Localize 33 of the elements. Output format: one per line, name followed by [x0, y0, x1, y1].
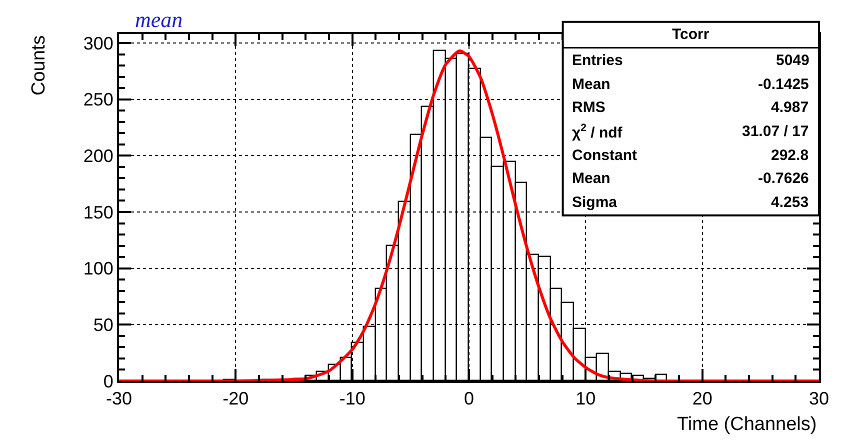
y-tick-label: 250 [83, 90, 114, 110]
y-axis-title: Counts [28, 35, 50, 96]
annotation: 292.8 [771, 147, 809, 164]
x-tick-label: -30 [106, 388, 132, 409]
annotation: 4.253 [771, 194, 809, 211]
annotation: 31.07 / 17 [742, 123, 809, 140]
y-tick-label: 50 [93, 314, 114, 335]
x-tick-label: -20 [222, 388, 249, 409]
annotation: 5049 [776, 52, 810, 69]
x-tick-label: 0 [464, 388, 474, 409]
x-tick-label: -10 [339, 388, 366, 409]
annotation: Tcorr [672, 26, 710, 43]
y-tick-label: 300 [83, 33, 114, 54]
y-tick-label: 0 [103, 371, 114, 392]
annotation: -0.1425 [758, 76, 809, 93]
annotation: Entries [572, 52, 623, 69]
x-tick-label: 10 [576, 388, 596, 409]
line-series [119, 49, 819, 381]
text: mean [135, 7, 183, 32]
annotation: RMS [572, 99, 606, 116]
annotation: Mean [572, 170, 610, 187]
x-tick-label: 30 [808, 388, 830, 409]
annotation: Constant [572, 147, 637, 164]
annotation: χ$^{2}$ / ndf [572, 122, 624, 142]
y-tick-label: 100 [83, 258, 114, 279]
annotation: Mean [572, 76, 610, 93]
annotation: Sigma [572, 194, 618, 211]
y-tick-label: 150 [83, 202, 114, 222]
annotation: 4.987 [771, 99, 809, 116]
x-axis-title: Time (Channels) [677, 414, 817, 435]
y-tick-label: 200 [83, 146, 114, 166]
x-tick-label: 20 [692, 388, 712, 409]
annotation: -0.7626 [758, 170, 809, 187]
